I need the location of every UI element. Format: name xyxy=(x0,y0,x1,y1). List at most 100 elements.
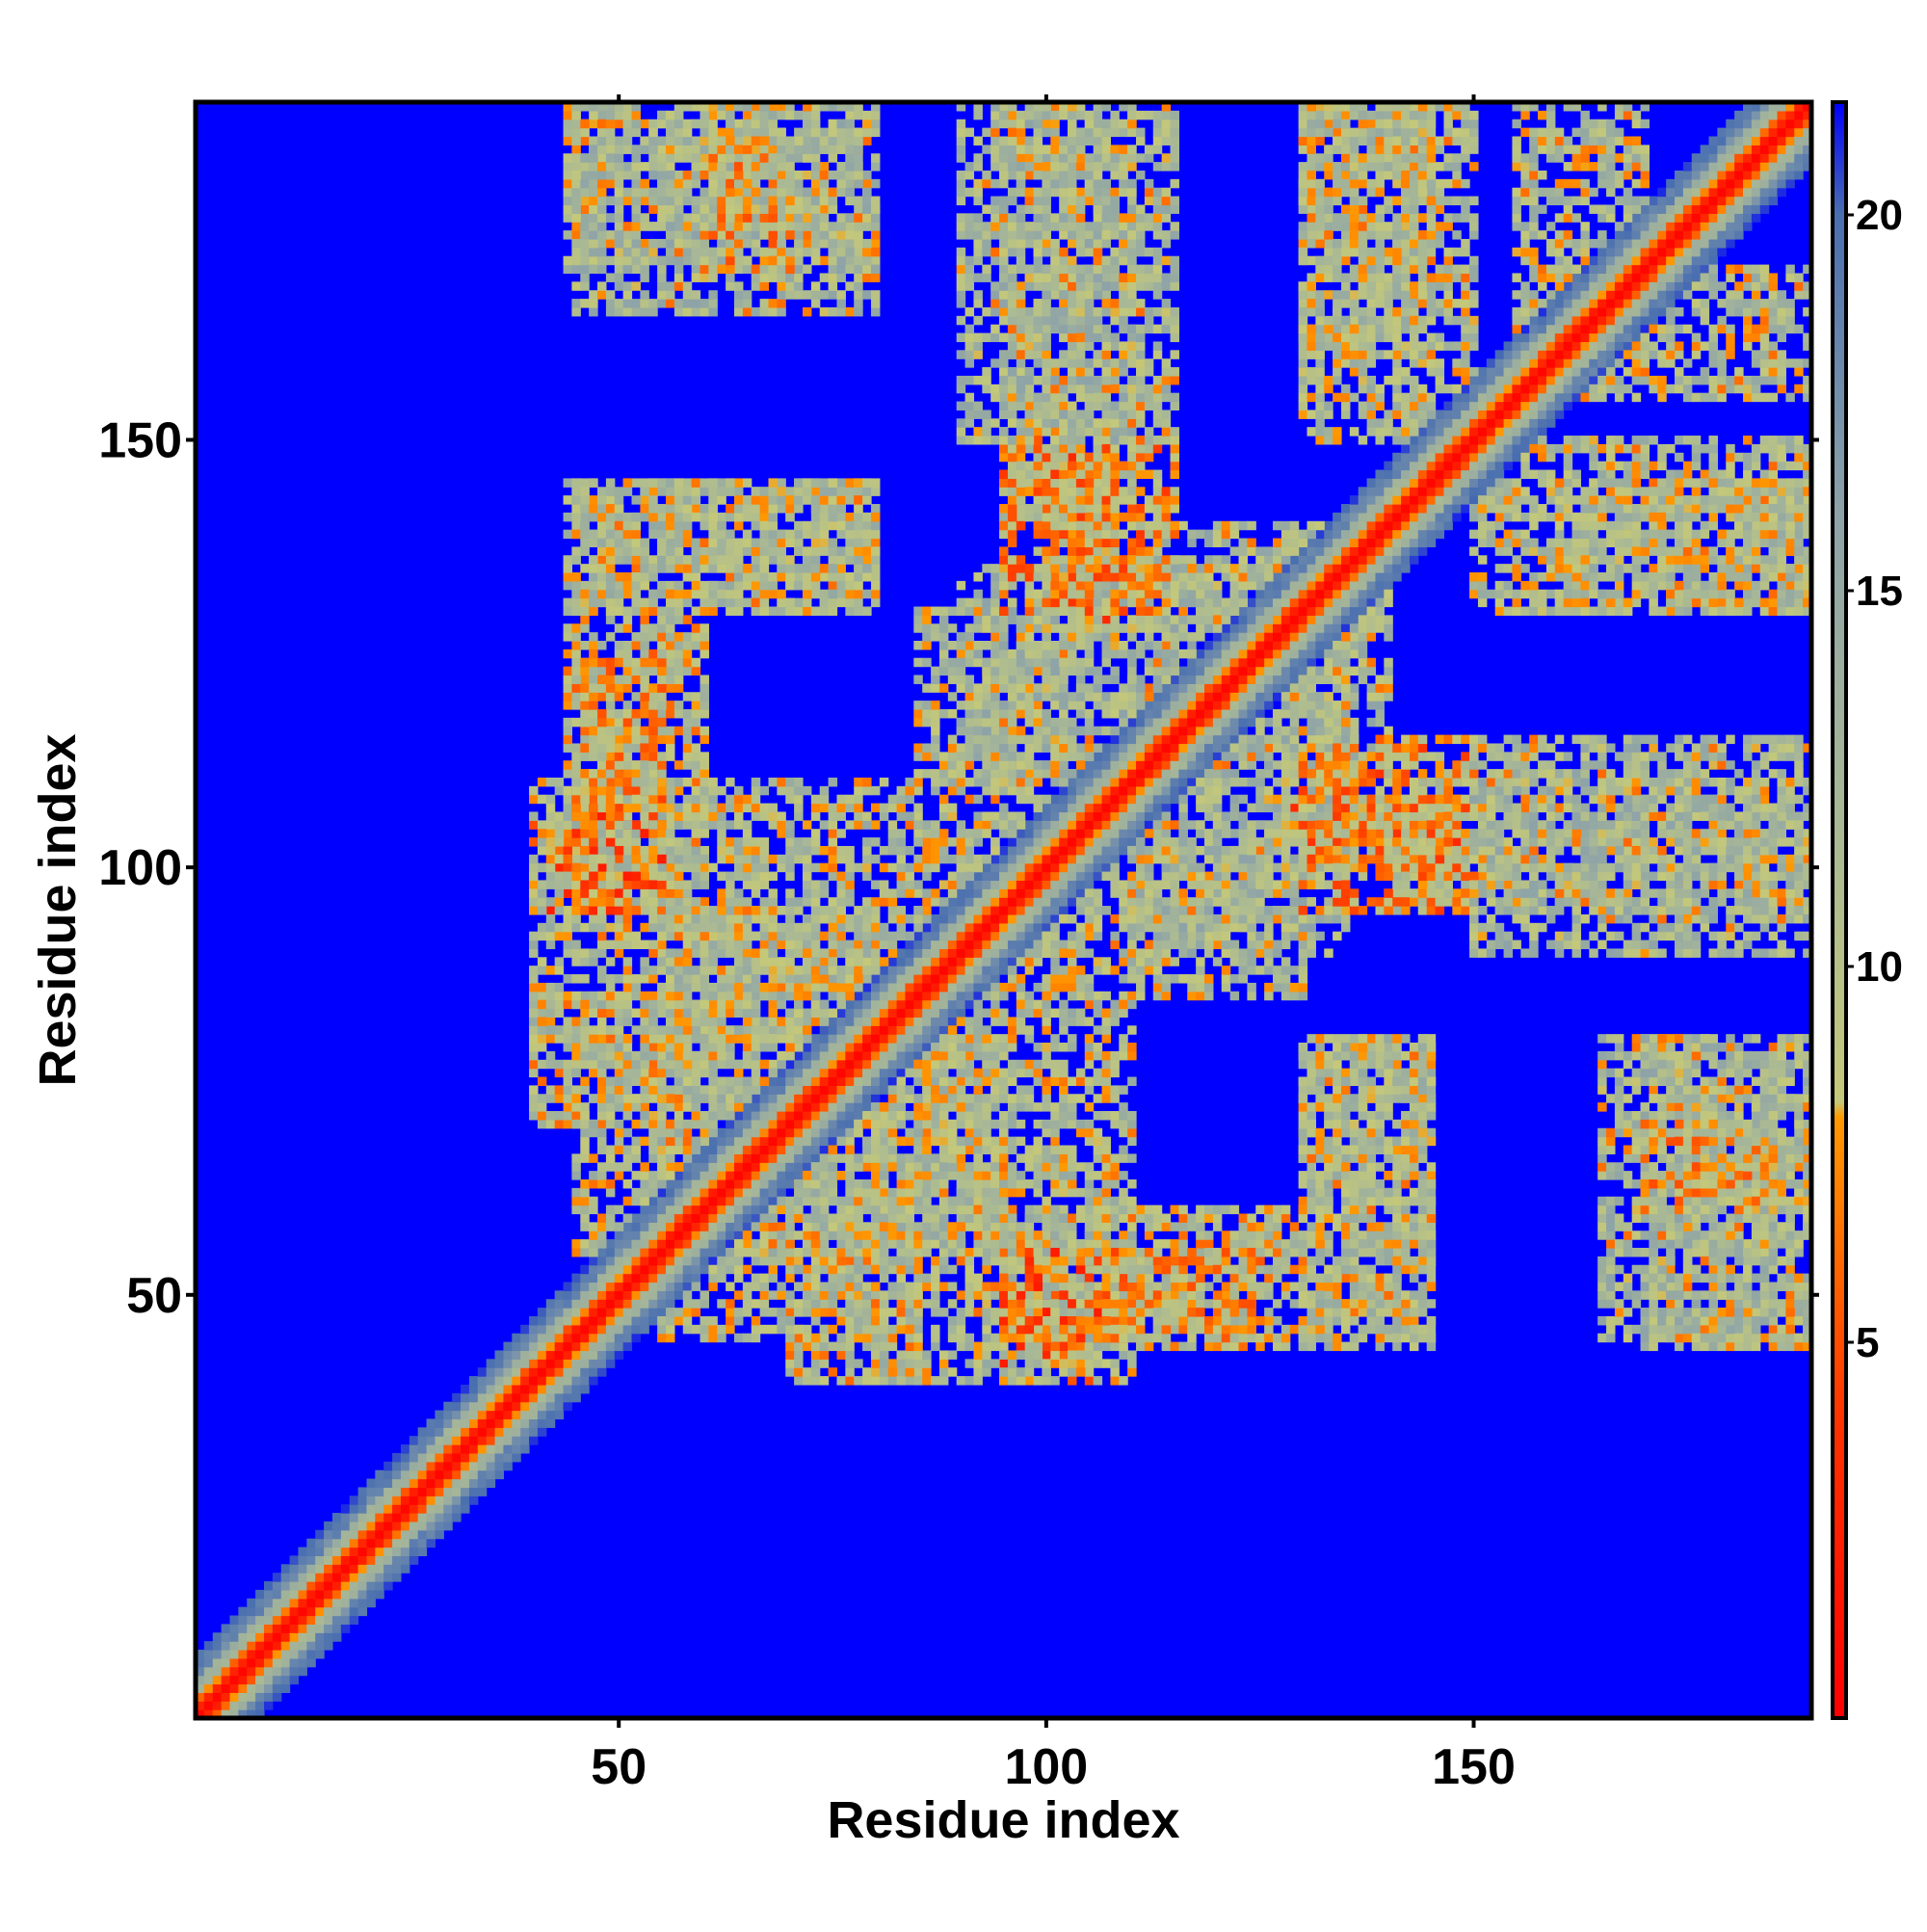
heatmap-cell xyxy=(341,1607,350,1616)
heatmap-cell xyxy=(939,957,948,966)
heatmap-cell xyxy=(589,256,597,265)
heatmap-cell xyxy=(1726,1060,1734,1069)
heatmap-cell xyxy=(836,1077,845,1086)
heatmap-cell xyxy=(777,171,785,179)
heatmap-cell xyxy=(1778,145,1786,153)
heatmap-cell xyxy=(794,1060,803,1069)
heatmap-cell xyxy=(760,1153,769,1162)
heatmap-cell xyxy=(529,1325,538,1334)
heatmap-cell xyxy=(1717,897,1726,906)
heatmap-cell xyxy=(734,1128,743,1137)
heatmap-cell xyxy=(597,1257,606,1265)
heatmap-cell xyxy=(948,940,957,949)
heatmap-cell xyxy=(281,1684,290,1693)
heatmap-cell xyxy=(632,1239,641,1248)
heatmap-cell xyxy=(1034,837,1043,846)
heatmap-cell xyxy=(1752,179,1760,188)
heatmap-cell xyxy=(222,1667,230,1676)
heatmap-cell xyxy=(1743,136,1752,145)
heatmap-cell xyxy=(973,888,982,897)
heatmap-cell xyxy=(1580,804,1589,812)
heatmap-cell xyxy=(615,1325,623,1334)
heatmap-cell xyxy=(383,1487,392,1495)
heatmap-cell xyxy=(1196,683,1204,692)
heatmap-cell xyxy=(1538,906,1546,914)
heatmap-cell xyxy=(648,1205,657,1214)
heatmap-cell xyxy=(1102,769,1111,778)
heatmap-cell xyxy=(1743,1282,1752,1290)
heatmap-cell xyxy=(820,1043,829,1051)
heatmap-cell xyxy=(1683,248,1692,256)
heatmap-cell xyxy=(315,1650,324,1658)
heatmap-cell xyxy=(1178,769,1187,778)
heatmap-cell xyxy=(1752,829,1760,837)
heatmap-cell xyxy=(1119,743,1127,752)
heatmap-cell xyxy=(571,1282,580,1290)
heatmap-cell xyxy=(1324,623,1333,632)
heatmap-cell xyxy=(564,1376,572,1385)
heatmap-cell xyxy=(1059,888,1068,897)
heatmap-cell xyxy=(1478,444,1487,453)
heatmap-cell xyxy=(1752,880,1760,888)
heatmap-cell xyxy=(478,1487,487,1495)
heatmap-cell xyxy=(1410,470,1418,479)
heatmap-cell xyxy=(1230,692,1239,701)
heatmap-cell xyxy=(1392,906,1401,914)
heatmap-cell xyxy=(1709,179,1718,188)
heatmap-cell xyxy=(1512,846,1520,855)
heatmap-cell xyxy=(1085,863,1094,872)
heatmap-cell xyxy=(358,1581,367,1590)
heatmap-cell xyxy=(1350,564,1359,572)
heatmap-cell xyxy=(1315,402,1324,410)
heatmap-cell xyxy=(1657,230,1666,239)
heatmap-cell xyxy=(1102,358,1111,367)
heatmap-cell xyxy=(1743,837,1752,846)
heatmap-cell xyxy=(1752,811,1760,820)
heatmap-cell xyxy=(1794,1342,1803,1351)
heatmap-cell xyxy=(1153,804,1162,812)
heatmap-cell xyxy=(1692,256,1701,265)
heatmap-cell xyxy=(238,1616,247,1625)
heatmap-cell xyxy=(1418,495,1427,504)
heatmap-cell xyxy=(1315,590,1324,598)
heatmap-cell xyxy=(999,855,1008,863)
heatmap-cell xyxy=(1760,111,1769,119)
heatmap-cell xyxy=(332,1607,341,1616)
heatmap-cell xyxy=(1094,188,1102,197)
heatmap-cell xyxy=(1495,436,1504,444)
heatmap-cell xyxy=(1452,453,1461,462)
heatmap-cell xyxy=(1239,615,1248,623)
heatmap-cell xyxy=(255,1590,264,1599)
heatmap-cell xyxy=(1504,462,1513,470)
heatmap-cell xyxy=(222,1684,230,1693)
heatmap-cell xyxy=(820,1094,829,1102)
heatmap-cell xyxy=(999,265,1008,274)
heatmap-cell xyxy=(204,1658,213,1667)
heatmap-cell xyxy=(1110,316,1119,325)
heatmap-cell xyxy=(854,1077,862,1086)
heatmap-cell xyxy=(1367,487,1376,495)
heatmap-cell xyxy=(1564,367,1572,376)
heatmap-cell xyxy=(1572,581,1581,590)
heatmap-cell xyxy=(1333,358,1341,367)
heatmap-cell xyxy=(341,1599,350,1607)
heatmap-cell xyxy=(1752,1257,1760,1265)
heatmap-cell xyxy=(1016,940,1025,949)
heatmap-cell xyxy=(1641,307,1650,316)
heatmap-cell xyxy=(1752,111,1760,119)
heatmap-cell xyxy=(965,940,974,949)
heatmap-cell xyxy=(1119,804,1127,812)
heatmap-cell xyxy=(1478,384,1487,393)
heatmap-cell xyxy=(717,1171,726,1179)
heatmap-cell xyxy=(546,1402,555,1411)
heatmap-cell xyxy=(623,1231,632,1239)
heatmap-cell xyxy=(435,1487,443,1495)
heatmap-cell xyxy=(1769,197,1778,205)
heatmap-cell xyxy=(743,171,752,179)
heatmap-cell xyxy=(281,1650,290,1658)
heatmap-cell xyxy=(1641,213,1650,222)
heatmap-cell xyxy=(606,1290,615,1299)
heatmap-cell xyxy=(683,1265,692,1274)
heatmap-cell xyxy=(1641,256,1650,265)
